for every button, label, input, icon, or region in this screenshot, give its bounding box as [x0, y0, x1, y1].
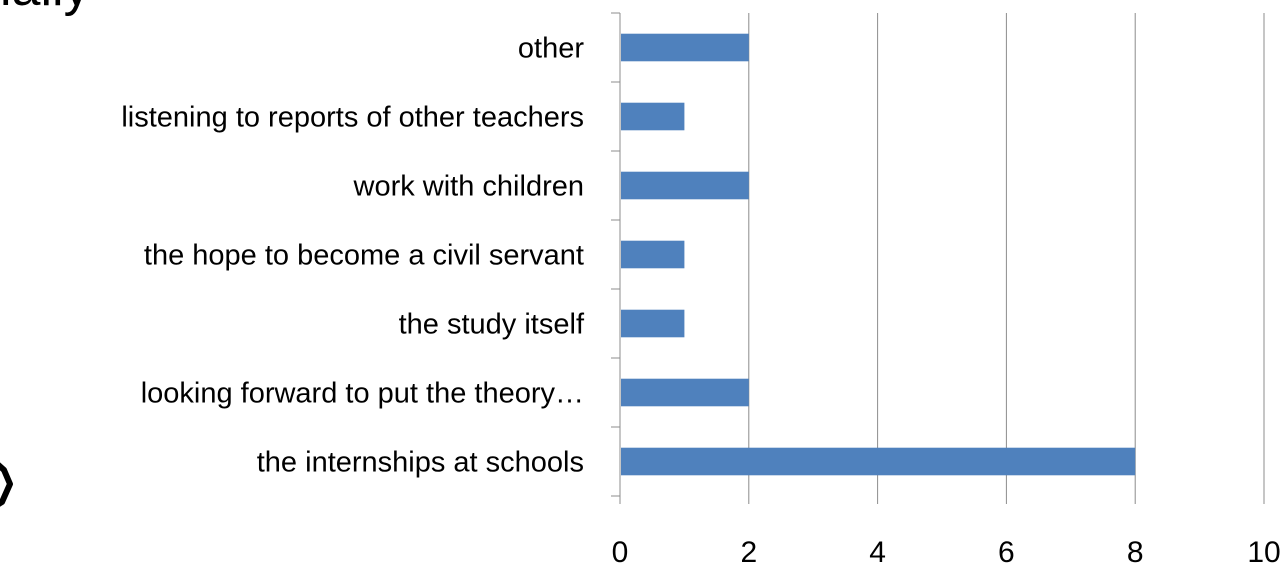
category-label: work with children — [353, 171, 584, 203]
x-tick-label: 2 — [740, 536, 757, 567]
x-tick-label: 10 — [1247, 536, 1280, 567]
bar — [621, 378, 749, 407]
bar — [621, 33, 749, 62]
bar — [621, 171, 749, 200]
category-label: the internships at schools — [257, 447, 584, 479]
x-tick-label: 4 — [869, 536, 886, 567]
category-label: the study itself — [399, 309, 585, 341]
cropped-shape-icon — [0, 462, 13, 507]
slide-title-fragment: ially- — [0, 0, 107, 18]
x-tick-label: 6 — [998, 536, 1015, 567]
bar — [621, 309, 685, 338]
category-label: other — [518, 33, 584, 65]
x-tick-label: 0 — [612, 536, 629, 567]
category-label: the hope to become a civil servant — [144, 240, 584, 272]
bar — [621, 447, 1136, 476]
category-label: looking forward to put the theory… — [141, 378, 584, 410]
bar — [621, 102, 685, 131]
x-tick-label: 8 — [1127, 536, 1144, 567]
bar — [621, 240, 685, 269]
category-label: listening to reports of other teachers — [121, 102, 584, 134]
